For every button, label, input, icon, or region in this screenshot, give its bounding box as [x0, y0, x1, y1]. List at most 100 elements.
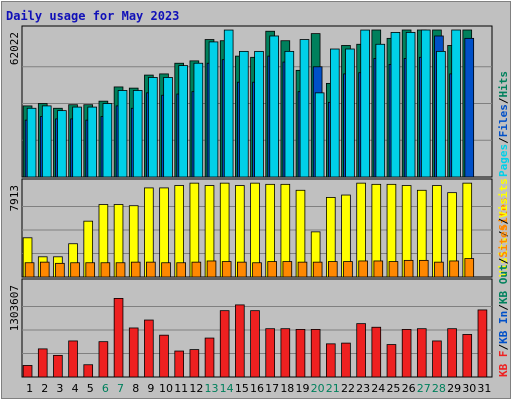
bar-pages	[132, 90, 143, 178]
scale-label: 62022	[8, 32, 21, 65]
legend-item: /	[497, 344, 510, 351]
bar-sites	[328, 261, 338, 278]
day-label: 4	[72, 382, 79, 395]
bar-sites	[161, 262, 171, 278]
legend-item: Sites	[497, 198, 510, 231]
bar-kb-f	[432, 340, 442, 378]
legend-item: Visits	[497, 237, 510, 277]
bar-sites	[85, 262, 96, 278]
legend-item: /	[497, 304, 510, 311]
bar-sites	[252, 262, 262, 278]
day-label: 22	[341, 382, 355, 395]
bar-kb-f	[462, 334, 473, 378]
day-label: 11	[174, 382, 188, 395]
legend-item: /	[497, 230, 510, 237]
legend-item: /	[497, 137, 510, 144]
panel-legend: KB F/KB In/KB Out/Sites/Visits	[497, 178, 510, 377]
panel-legend: Pages/Files/Hits	[497, 71, 510, 177]
bar-pages	[284, 50, 295, 178]
bar-sites	[55, 262, 65, 278]
bar-pages	[330, 48, 340, 178]
bar-sites	[464, 258, 475, 278]
bar-pages	[163, 77, 173, 178]
day-label: 2	[41, 382, 48, 395]
bar-sites	[418, 259, 429, 278]
chart-panels: 62022Pages/Files/Hits7913Visits/Sites130…	[8, 25, 510, 378]
legend-item: /	[497, 218, 510, 225]
bar-sites	[373, 260, 384, 278]
bar-kb-f	[386, 344, 397, 378]
bar-kb-f	[401, 329, 412, 378]
day-label: 15	[235, 382, 249, 395]
day-label: 18	[280, 382, 294, 395]
day-label: 3	[56, 382, 63, 395]
day-label: 9	[147, 382, 154, 395]
bar-sites	[403, 259, 414, 278]
bar-pages	[239, 50, 249, 178]
day-label: 14	[220, 382, 234, 395]
bar-pages	[117, 90, 128, 178]
bar-sites	[282, 261, 293, 278]
legend-item: Visits	[497, 178, 510, 218]
day-label: 26	[402, 382, 416, 395]
bar-kb-f	[204, 337, 215, 378]
day-label: 30	[462, 382, 476, 395]
day-label: 25	[386, 382, 400, 395]
bar-pages	[405, 32, 416, 178]
bar-sites	[449, 260, 459, 278]
bar-pages	[208, 41, 219, 178]
bar-pages	[87, 106, 98, 178]
bar-sites	[130, 261, 141, 278]
bar-kb-f	[310, 329, 321, 378]
bar-pages	[102, 103, 113, 178]
bar-kb-f	[447, 328, 457, 378]
bar-sites	[146, 261, 156, 278]
bar-pages	[436, 50, 446, 178]
day-label: 1	[26, 382, 33, 395]
legend-item: Pages	[497, 144, 510, 177]
bar-kb-f	[159, 334, 169, 378]
bar-kb-f	[265, 328, 275, 378]
bar-kb-f	[174, 350, 184, 378]
bar-kb-f	[144, 319, 154, 378]
bar-kb-f	[53, 354, 63, 378]
day-label: 20	[311, 382, 325, 395]
day-label: 19	[295, 382, 309, 395]
bar-pages	[26, 107, 37, 178]
bar-sites	[221, 261, 232, 278]
bar-files	[464, 37, 475, 178]
bar-sites	[70, 262, 80, 278]
day-label: 7	[117, 382, 124, 395]
day-label: 6	[102, 382, 109, 395]
bar-pages	[375, 43, 386, 178]
day-axis: 1 2 3 4 5 6 7 8 9 10 11 12 13 14 15 16 17 18 19 20 21 22 23 24 2…	[26, 382, 491, 395]
bar-pages	[269, 35, 279, 178]
day-label: 10	[159, 382, 173, 395]
bar-pages	[223, 29, 234, 178]
bar-pages	[193, 62, 204, 178]
panel-hits-files-pages: 62022 Pages/Files/Hits	[8, 25, 510, 178]
panel-legend: Visits/Sites	[497, 198, 510, 278]
bar-sites	[312, 261, 323, 278]
day-label: 29	[447, 382, 461, 395]
bar-sites	[100, 262, 111, 278]
legend-item: /	[497, 257, 510, 264]
legend-item: KB Out	[497, 264, 510, 304]
bar-kb-f	[280, 328, 291, 378]
bar-sites	[237, 261, 247, 278]
bar-sites	[388, 261, 399, 278]
bar-sites	[297, 261, 308, 278]
bar-pages	[148, 77, 158, 178]
bar-pages	[72, 106, 82, 178]
bar-kb-f	[113, 298, 124, 378]
scale-label: 7913	[8, 185, 21, 212]
day-label: 16	[250, 382, 264, 395]
day-label: 24	[371, 382, 385, 395]
day-label: 13	[205, 382, 219, 395]
bar-kb-f	[416, 328, 427, 378]
legend-item: KB F	[497, 351, 510, 378]
